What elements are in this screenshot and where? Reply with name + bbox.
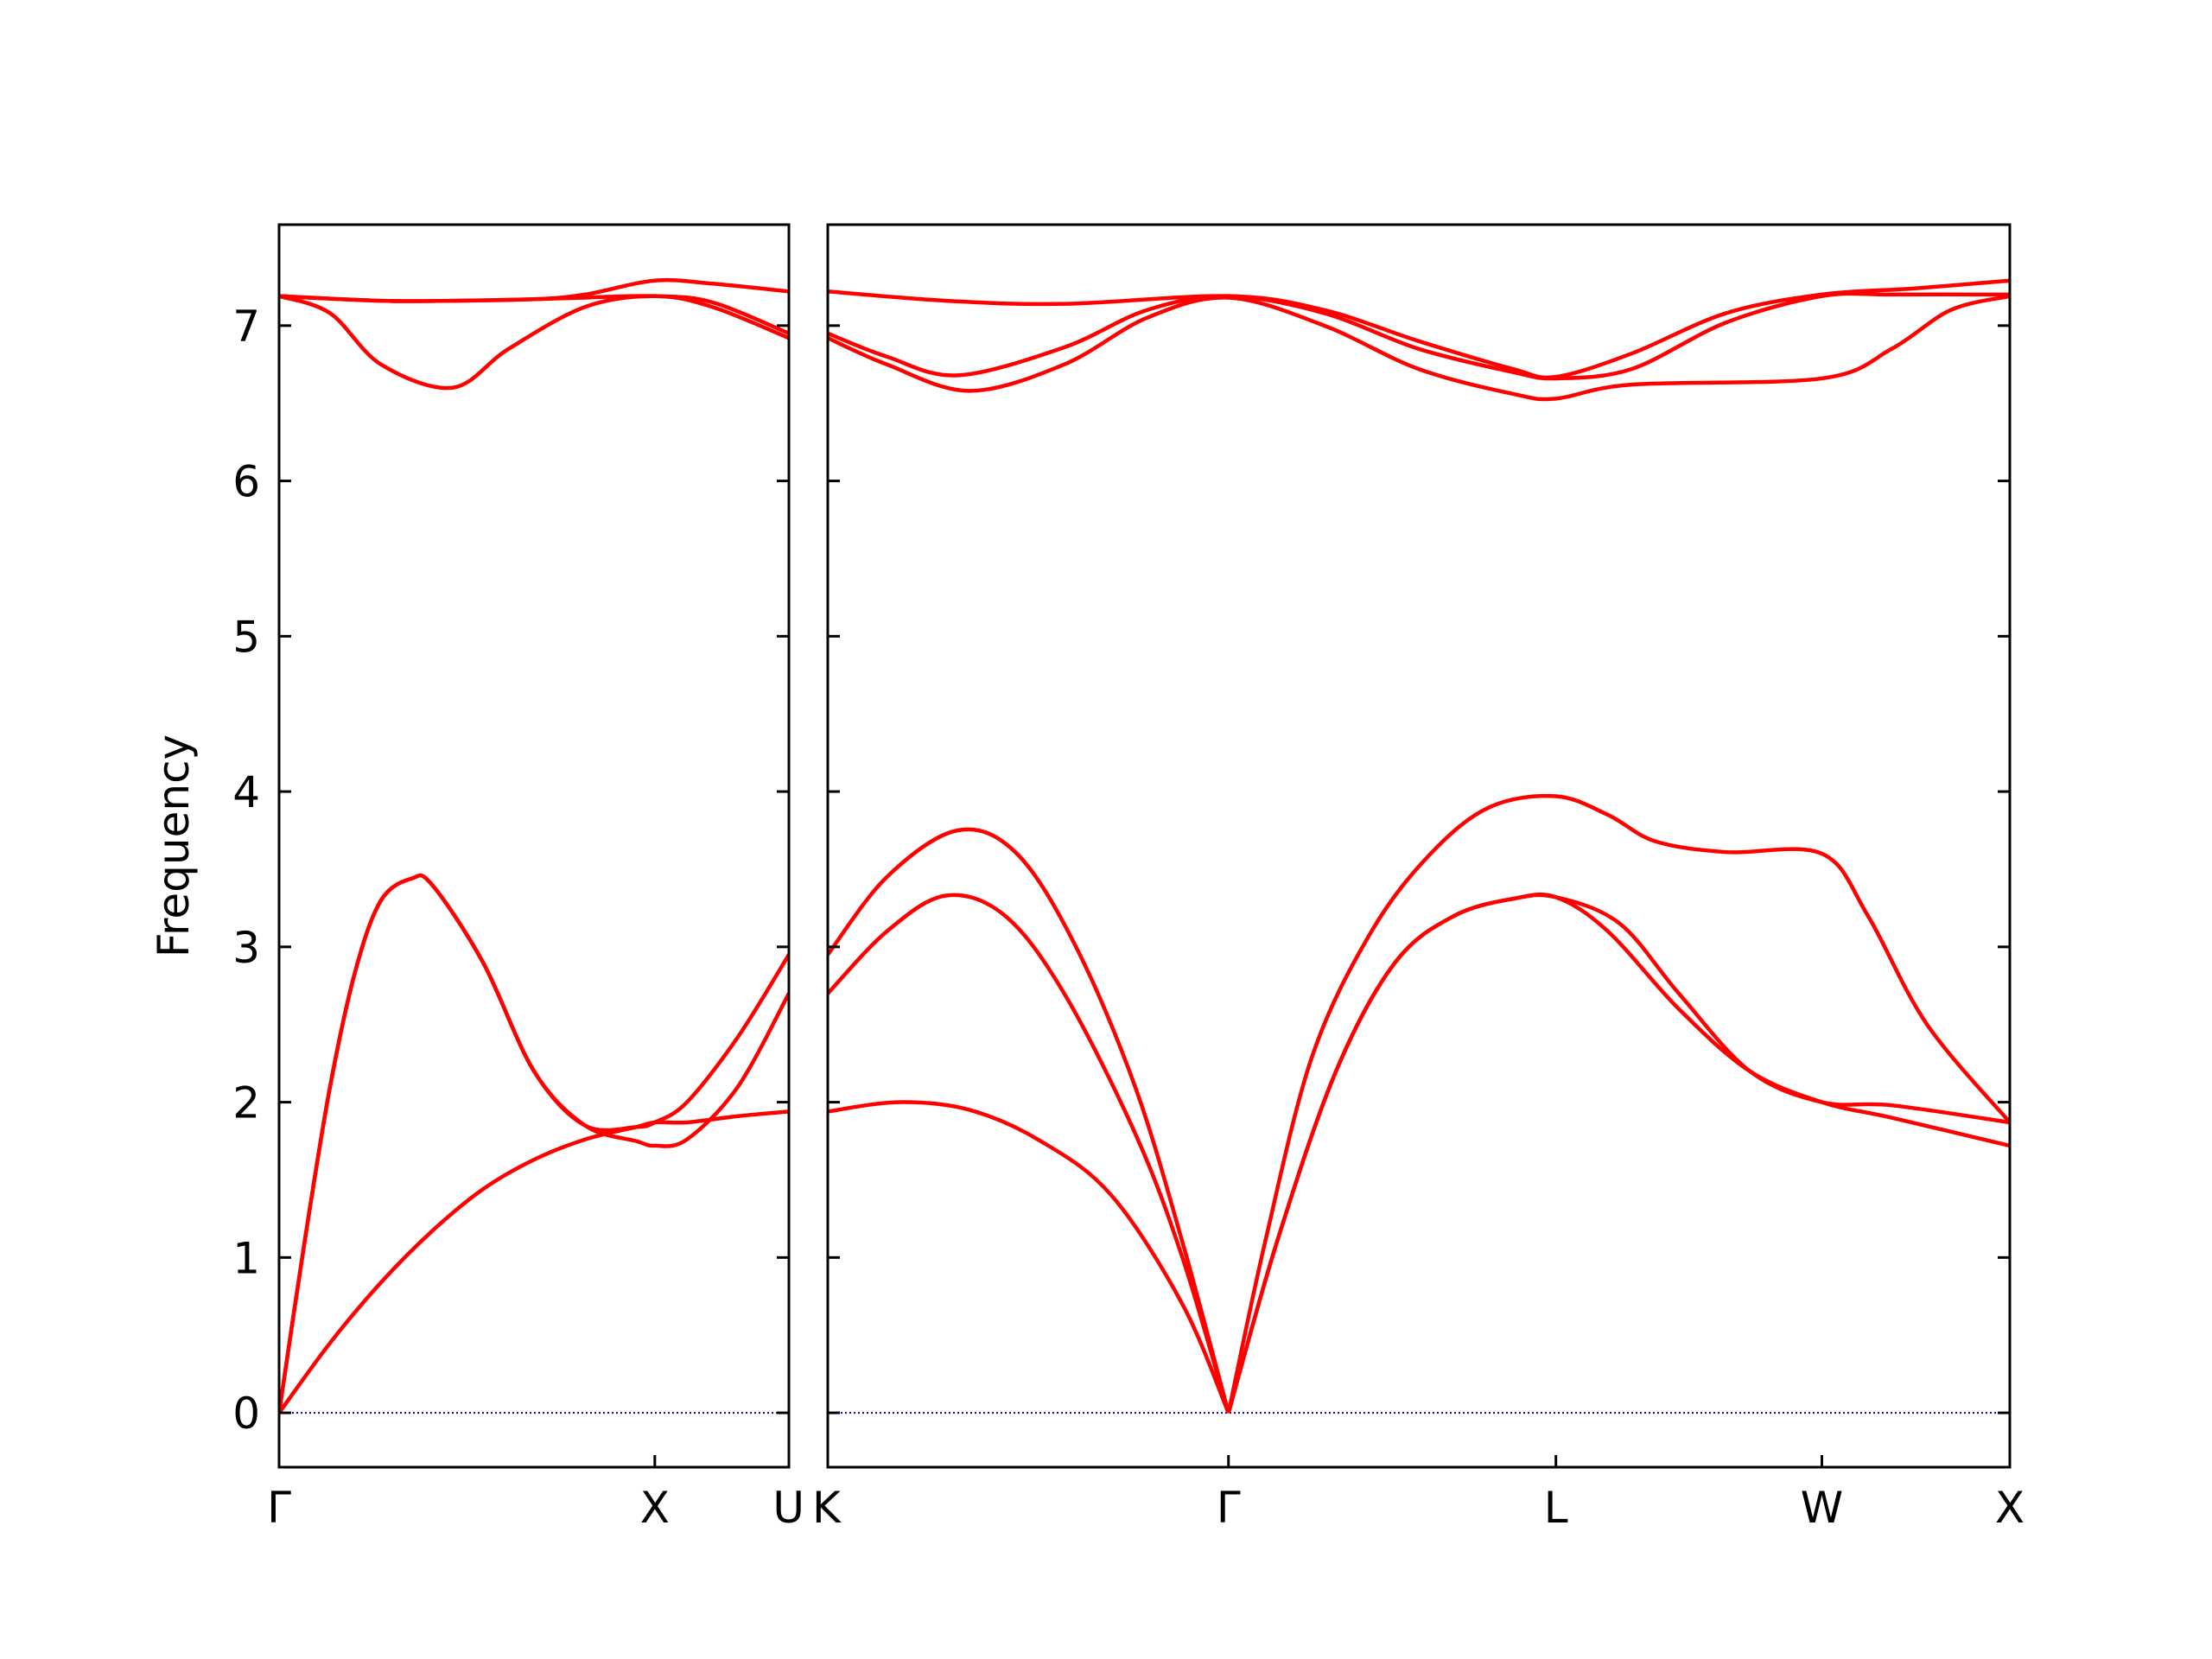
band-line-9 [828,278,2010,380]
band-line-3 [828,827,1230,1414]
y-tick-label: 1 [232,1233,260,1283]
panel-1: 0 1 2 3 4 5 6 7 Γ X U [232,223,804,1533]
y-tick-label: 4 [232,767,260,817]
x-tick-label: L [1544,1483,1568,1533]
band-lines [279,277,789,1414]
x-tick-label: Γ [267,1483,291,1533]
y-tick-label: 2 [232,1078,260,1128]
band-line-4 [279,294,789,391]
x-tick-label: K [812,1483,842,1533]
band-line-6 [1226,793,2010,1414]
band-lines [828,278,2010,1414]
band-line-7 [828,294,2010,402]
x-tick-label: X [1995,1483,2024,1533]
y-tick-label: 6 [232,457,260,507]
plot-area: 0 1 2 3 4 5 6 7 Γ X U K Γ L W X [232,223,2024,1533]
band-line-2 [828,893,1230,1414]
band-line-4 [1226,892,2010,1414]
x-tick-label: U [772,1483,804,1533]
band-line-3 [279,873,789,1414]
band-line-5 [1226,893,2010,1414]
band-line-8 [828,291,2010,381]
band-line-1 [828,1100,1230,1414]
y-tick-label: 5 [232,612,260,662]
panel-frame [826,223,2012,1469]
y-tick-label: 0 [232,1389,260,1439]
y-axis-label: Frequency [149,734,199,957]
x-tick-label: X [640,1483,670,1533]
x-tick-label: Γ [1217,1483,1241,1533]
y-tick-label: 7 [232,302,260,352]
panel-frame [277,223,791,1469]
band-line-6 [279,277,789,303]
band-line-2 [279,873,789,1414]
band-line-1 [279,1109,789,1414]
y-tick-label: 3 [232,923,260,973]
x-tick-label: W [1801,1483,1843,1533]
